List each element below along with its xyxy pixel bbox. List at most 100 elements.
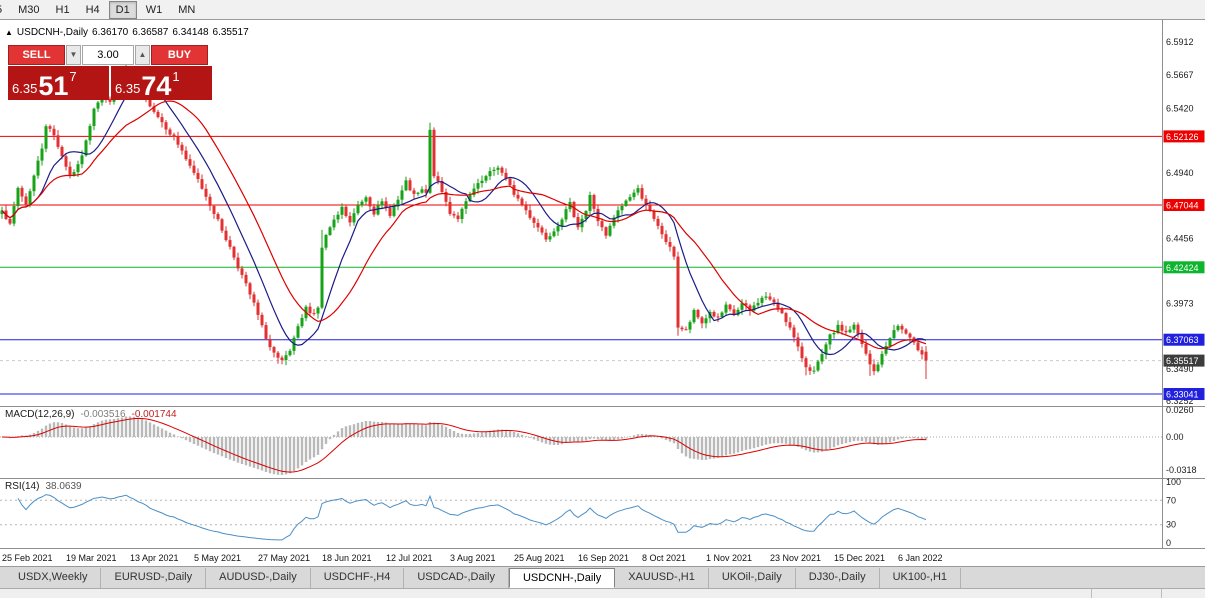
status-bar-segment [1091, 589, 1161, 598]
date-axis-label: 25 Aug 2021 [514, 553, 565, 563]
collapse-arrow-icon[interactable]: ▲ [5, 28, 13, 37]
level-price-label: 6.47044 [1163, 199, 1205, 211]
svg-text:6.3973: 6.3973 [1166, 299, 1194, 309]
date-axis-label: 25 Feb 2021 [2, 553, 53, 563]
svg-text:70: 70 [1166, 495, 1176, 505]
date-axis-label: 3 Aug 2021 [450, 553, 496, 563]
ask-prefix: 6.35 [115, 81, 141, 96]
ma-slow-line [1, 100, 927, 350]
svg-text:6.3252: 6.3252 [1166, 396, 1194, 406]
bid-pipette-digit: 7 [69, 69, 77, 84]
level-price-label: 6.33041 [1163, 388, 1205, 400]
sell-button[interactable]: SELL [8, 45, 65, 65]
rsi-name: RSI(14) [5, 481, 40, 492]
bid-prefix: 6.35 [12, 81, 38, 96]
ohlc-high: 6.36587 [132, 27, 169, 38]
date-axis-label: 15 Dec 2021 [834, 553, 886, 563]
chart-tab-usdchf-h4[interactable]: USDCHF-,H4 [311, 568, 405, 588]
date-axis-label: 18 Jun 2021 [322, 553, 372, 563]
macd-axis-labels: 0.0260 0.00 -0.0318 [1166, 405, 1197, 475]
bid-price-display: 6.35 51 7 [8, 66, 109, 100]
current-price-label: 6.35517 [1163, 354, 1205, 367]
timeframe-toolbar: 5 M30 H1 H4 D1 W1 MN [0, 0, 1205, 20]
rsi-line [17, 494, 927, 541]
volume-decrease-button[interactable]: ▼ [66, 45, 81, 65]
candles-layer [0, 60, 928, 379]
volume-input[interactable] [82, 45, 134, 65]
svg-text:6.4940: 6.4940 [1166, 168, 1194, 178]
svg-text:100: 100 [1166, 477, 1181, 487]
date-axis-label: 19 Mar 2021 [66, 553, 117, 563]
timeframe-button-mn[interactable]: MN [178, 3, 196, 16]
rsi-axis-labels: 100 70 30 0 [1166, 477, 1181, 548]
date-axis-label: 13 Apr 2021 [130, 553, 179, 563]
ohlc-close: 6.35517 [212, 27, 249, 38]
ohlc-low: 6.34148 [172, 27, 209, 38]
chart-symbol-period: USDCNH-,Daily [16, 27, 89, 38]
time-axis: 25 Feb 2021 19 Mar 2021 13 Apr 2021 5 May 2… [0, 548, 1205, 566]
svg-text:6.3490: 6.3490 [1166, 364, 1194, 374]
svg-text:6.42424: 6.42424 [1166, 263, 1199, 273]
bid-big-digits: 51 [38, 71, 69, 101]
svg-text:6.52126: 6.52126 [1166, 132, 1199, 142]
chart-tab-eurusd-daily[interactable]: EURUSD-,Daily [101, 568, 207, 588]
chart-tab-dj30-daily[interactable]: DJ30-,Daily [796, 568, 880, 588]
svg-text:6.5420: 6.5420 [1166, 103, 1194, 113]
macd-name: MACD(12,26,9) [5, 409, 75, 420]
rsi-indicator-label: RSI(14) 38.0639 [5, 481, 82, 492]
chart-window[interactable]: 6.5912 6.5667 6.5420 6.4940 6.4456 6.3973 6.34… [0, 20, 1205, 566]
svg-text:6.4456: 6.4456 [1166, 234, 1194, 244]
date-axis-label: 1 Nov 2021 [706, 553, 753, 563]
date-axis-label: 27 May 2021 [258, 553, 311, 563]
macd-signal-line [1, 417, 927, 473]
date-axis-label: 23 Nov 2021 [770, 553, 822, 563]
chart-tab-usdcnh-daily[interactable]: USDCNH-,Daily [508, 568, 616, 588]
svg-text:6.5667: 6.5667 [1166, 70, 1194, 80]
date-axis-label: 16 Sep 2021 [578, 553, 630, 563]
level-price-label: 6.52126 [1163, 130, 1205, 143]
chart-tabs-bar: USDX,Weekly EURUSD-,Daily AUDUSD-,Daily USD… [0, 566, 1205, 588]
macd-signal-value: -0.001744 [131, 409, 177, 420]
chart-canvas[interactable]: 6.5912 6.5667 6.5420 6.4940 6.4456 6.3973 6.34… [0, 20, 1205, 548]
ask-big-digits: 74 [141, 71, 172, 101]
ask-price-display: 6.35 74 1 [111, 66, 212, 100]
timeframe-button-d1[interactable]: D1 [108, 0, 137, 19]
ask-pipette-digit: 1 [172, 69, 180, 84]
timeframe-button-m30[interactable]: M30 [18, 3, 40, 16]
buy-button[interactable]: BUY [151, 45, 208, 65]
date-axis-label: 6 Jan 2022 [898, 553, 943, 563]
horizontal-lines[interactable] [0, 135, 1162, 395]
ohlc-open: 6.36170 [92, 27, 129, 38]
timeframe-button-5[interactable]: 5 [0, 1, 9, 19]
chart-tab-uk100-h1[interactable]: UK100-,H1 [880, 568, 962, 588]
macd-main-value: -0.003516 [80, 409, 126, 420]
svg-text:-0.0318: -0.0318 [1166, 465, 1197, 475]
svg-text:6.35517: 6.35517 [1166, 356, 1199, 366]
price-axis-ticks: 6.5912 6.5667 6.5420 6.4940 6.4456 6.3973 6.34… [1166, 37, 1194, 406]
date-axis-label: 5 May 2021 [194, 553, 242, 563]
svg-text:0.0260: 0.0260 [1166, 405, 1194, 415]
svg-text:6.33041: 6.33041 [1166, 390, 1199, 400]
volume-increase-button[interactable]: ▲ [135, 45, 150, 65]
status-bar-segment [1161, 589, 1205, 598]
timeframe-button-h1[interactable]: H1 [55, 3, 70, 16]
level-price-label: 6.42424 [1163, 261, 1205, 274]
svg-text:6.5912: 6.5912 [1166, 37, 1194, 47]
chart-tab-xauusd-h1[interactable]: XAUUSD-,H1 [615, 568, 709, 588]
chart-tab-audusd-daily[interactable]: AUDUSD-,Daily [206, 568, 311, 588]
timeframe-button-h4[interactable]: H4 [85, 3, 100, 16]
chart-tab-ukoil-daily[interactable]: UKOil-,Daily [709, 568, 796, 588]
chart-tab-usdcad-daily[interactable]: USDCAD-,Daily [404, 568, 509, 588]
svg-text:30: 30 [1166, 520, 1176, 530]
one-click-trading-panel: SELL ▼ ▲ BUY 6.35 51 7 6.35 74 1 [8, 45, 212, 100]
macd-histogram [4, 416, 928, 475]
macd-indicator-label: MACD(12,26,9) -0.003516 -0.001744 [5, 409, 177, 420]
timeframe-button-w1[interactable]: W1 [145, 3, 163, 16]
chart-ohlc-header: ▲ USDCNH-,Daily 6.36170 6.36587 6.34148 6.355… [5, 27, 253, 38]
svg-text:6.47044: 6.47044 [1166, 201, 1199, 211]
chart-tab-usdx-weekly[interactable]: USDX,Weekly [5, 568, 102, 588]
rsi-level-lines [0, 499, 1162, 526]
svg-text:6.37063: 6.37063 [1166, 335, 1199, 345]
svg-text:0.00: 0.00 [1166, 432, 1184, 442]
